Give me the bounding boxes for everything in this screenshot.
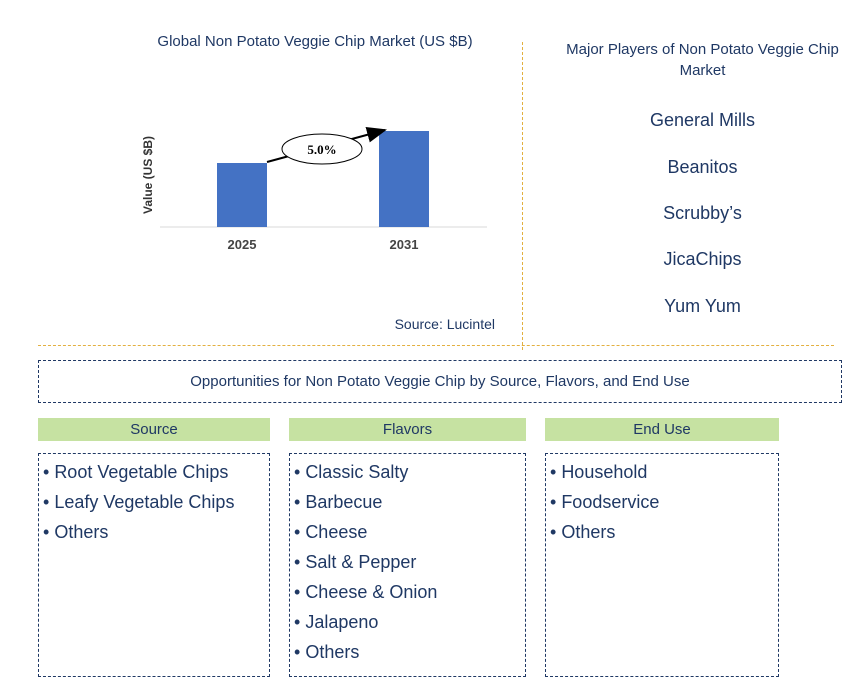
list-item: Household — [550, 457, 778, 487]
list-item: Classic Salty — [294, 457, 525, 487]
cagr-ellipse — [281, 133, 363, 165]
players-title: Major Players of Non Potato Veggie Chip … — [566, 41, 839, 79]
bar-chart: Value (US $B) 2025 2031 5.0% — [141, 126, 487, 252]
flavors-header: Flavors — [289, 418, 526, 441]
player-item: General Mills — [649, 110, 756, 130]
flavors-list-box: Classic Salty Barbecue Cheese Salt & Pep… — [289, 453, 526, 677]
list-item: Salt & Pepper — [294, 547, 525, 577]
horizontal-divider — [38, 345, 834, 346]
player-item: Beanitos — [667, 157, 738, 177]
bar-2025 — [217, 163, 267, 227]
x-tick-label: 2031 — [390, 237, 419, 252]
list-item: Cheese — [294, 517, 525, 547]
y-axis-label: Value (US $B) — [141, 136, 155, 214]
source-note: Source: Lucintel — [394, 316, 495, 332]
flavors-list: Classic Salty Barbecue Cheese Salt & Pep… — [294, 457, 525, 667]
bar-2031 — [379, 131, 429, 227]
end-use-list: Household Foodservice Others — [550, 457, 778, 547]
player-item: Scrubby’s — [663, 203, 742, 223]
list-item: Leafy Vegetable Chips — [43, 487, 269, 517]
cagr-label: 5.0% — [307, 142, 336, 157]
end-use-list-box: Household Foodservice Others — [545, 453, 779, 677]
list-item: Cheese & Onion — [294, 577, 525, 607]
list-item: Jalapeno — [294, 607, 525, 637]
list-item: Others — [43, 517, 269, 547]
player-item: JicaChips — [663, 249, 742, 269]
end-use-header: End Use — [545, 418, 779, 441]
source-list: Root Vegetable Chips Leafy Vegetable Chi… — [43, 457, 269, 547]
list-item: Others — [550, 517, 778, 547]
vertical-divider — [522, 42, 523, 350]
source-header: Source — [38, 418, 270, 441]
list-item: Barbecue — [294, 487, 525, 517]
list-item: Others — [294, 637, 525, 667]
opportunities-title-text: Opportunities for Non Potato Veggie Chip… — [190, 373, 690, 390]
player-item: Yum Yum — [664, 296, 741, 316]
x-tick-label: 2025 — [228, 237, 257, 252]
list-item: Foodservice — [550, 487, 778, 517]
list-item: Root Vegetable Chips — [43, 457, 269, 487]
opportunities-title: Opportunities for Non Potato Veggie Chip… — [38, 360, 842, 403]
source-list-box: Root Vegetable Chips Leafy Vegetable Chi… — [38, 453, 270, 677]
chart-title: Global Non Potato Veggie Chip Market (US… — [157, 33, 473, 50]
